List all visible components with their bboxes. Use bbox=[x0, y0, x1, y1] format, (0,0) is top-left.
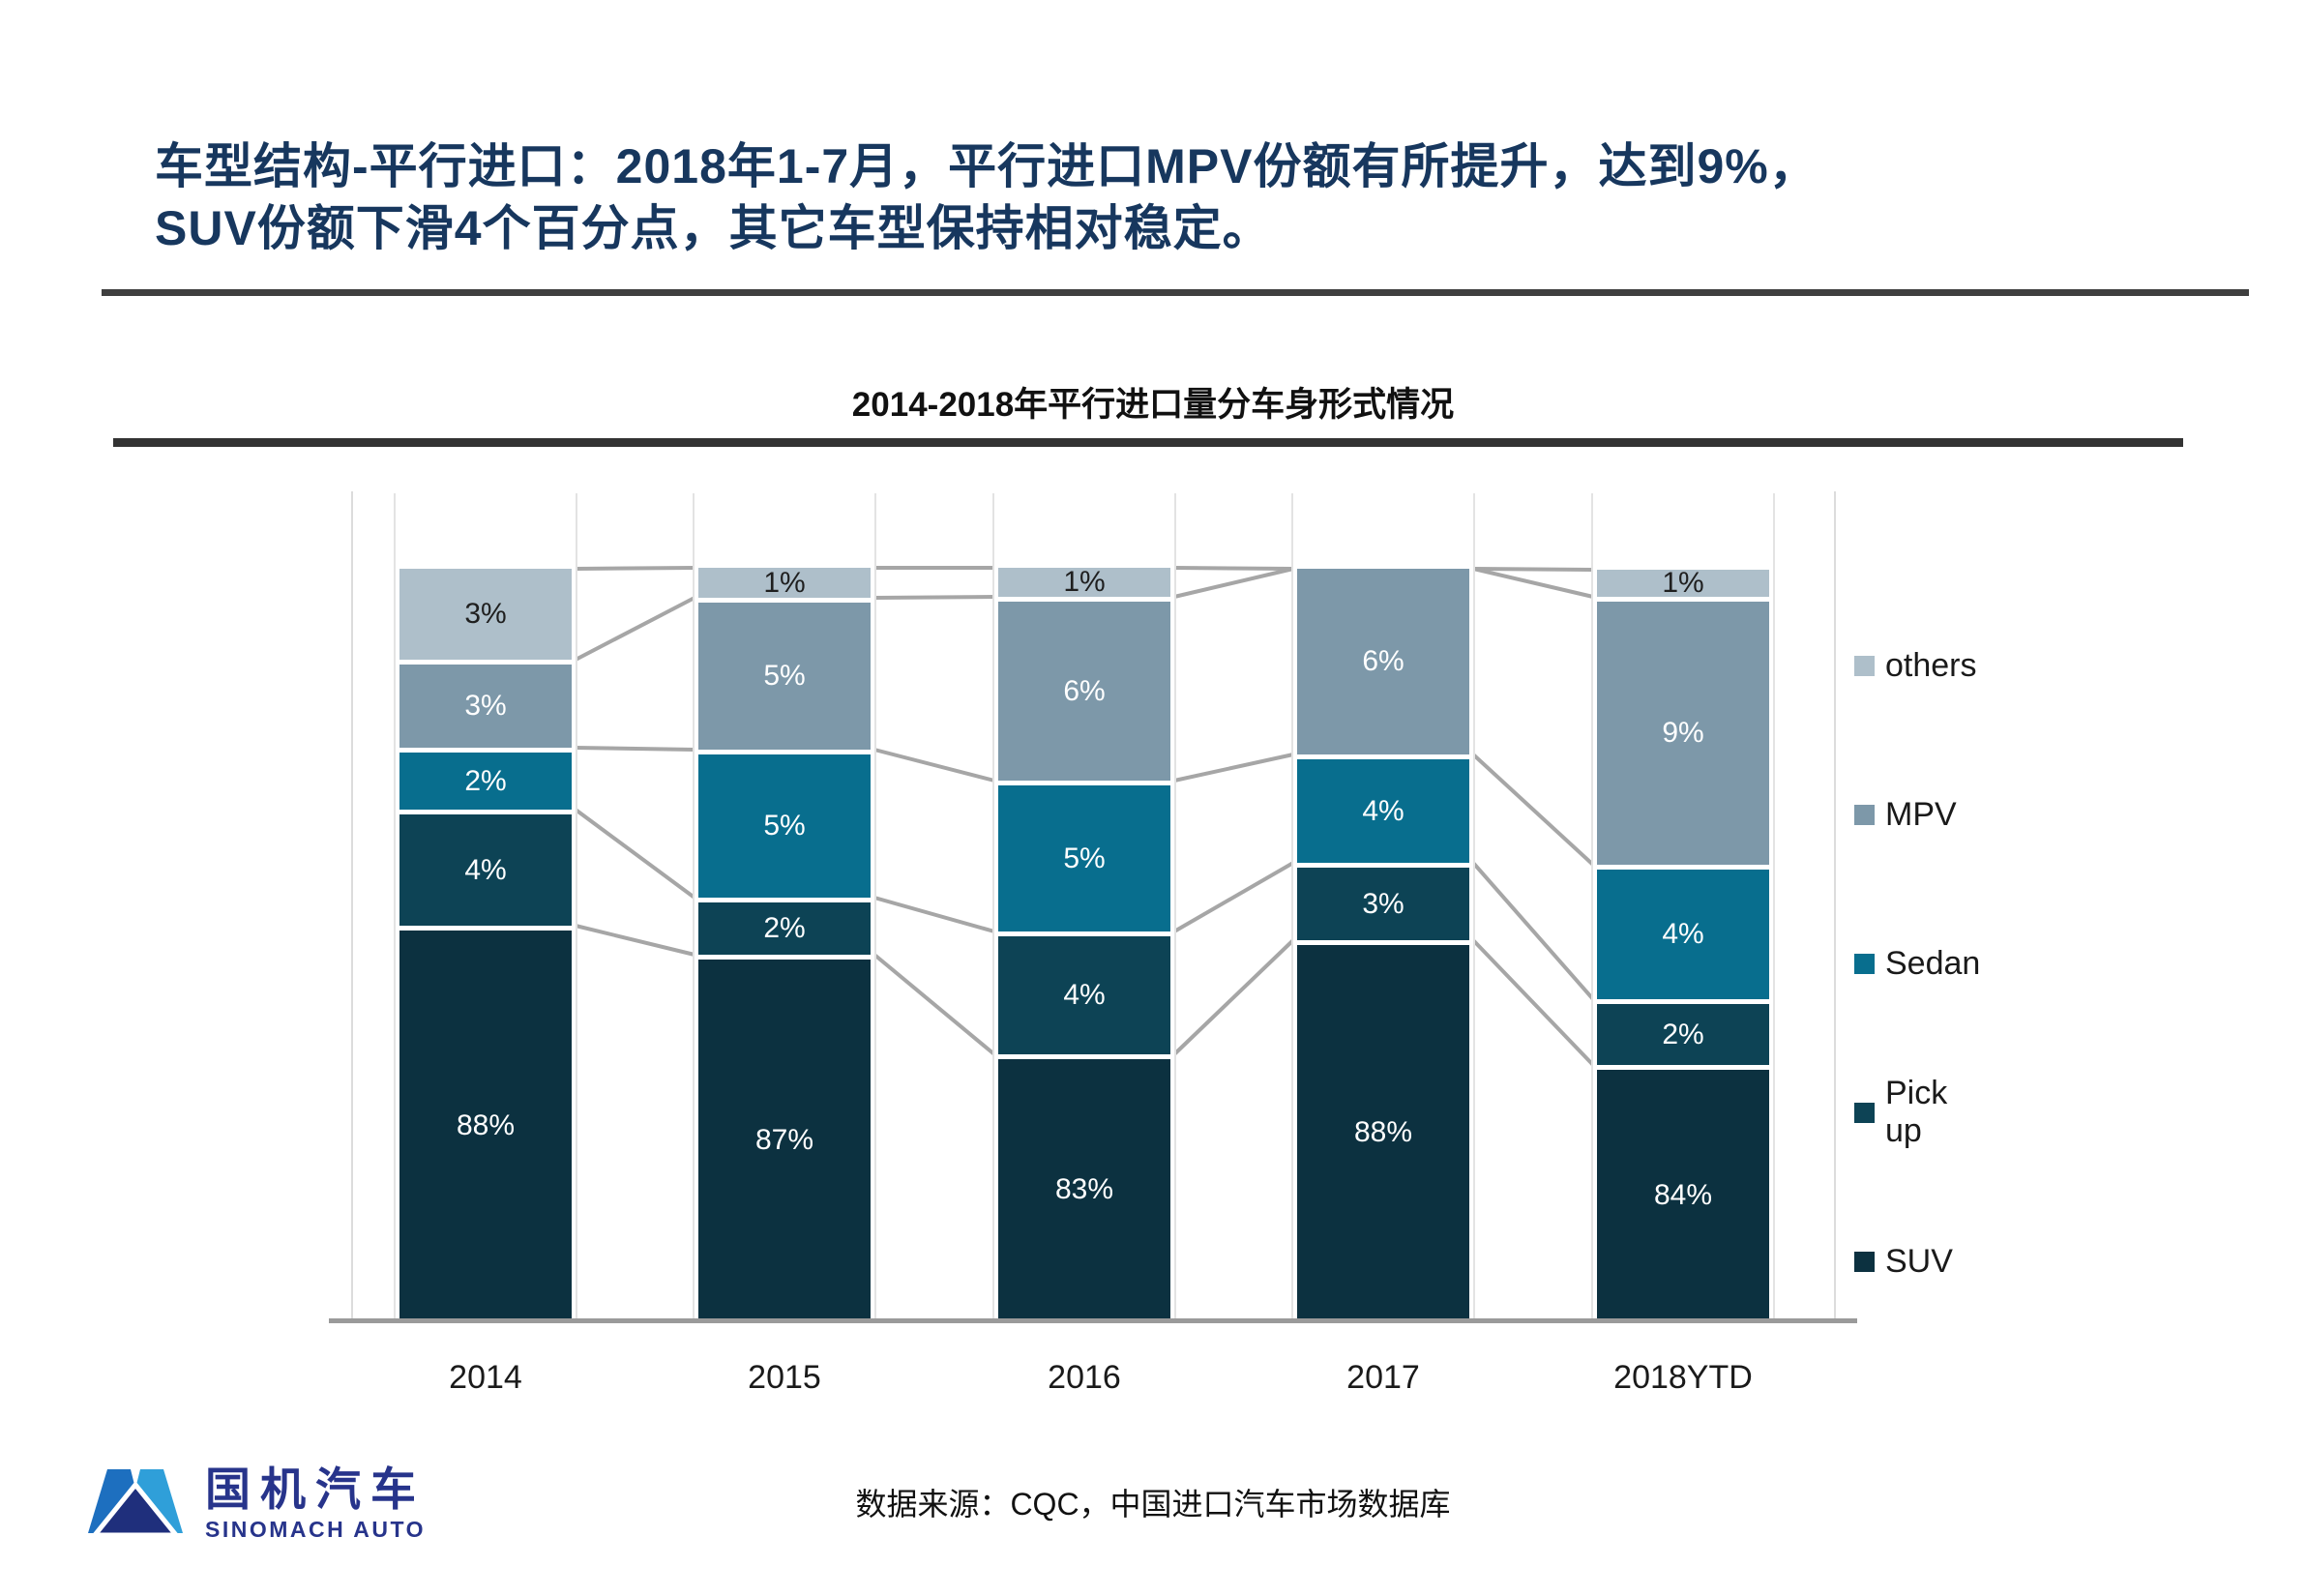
connector-line-pick-up bbox=[873, 896, 995, 933]
legend-swatch-icon bbox=[1854, 953, 1875, 974]
bar-segment-pick-up[interactable]: 4% bbox=[399, 810, 572, 926]
sinomach-logo-icon bbox=[88, 1469, 183, 1538]
connector-line-pick-up bbox=[1173, 861, 1294, 933]
bar-segment-pick-up[interactable]: 2% bbox=[1597, 999, 1769, 1065]
x-axis-label-2016: 2016 bbox=[1048, 1359, 1121, 1396]
bar-column-hairline bbox=[1291, 493, 1293, 1319]
x-axis-line bbox=[329, 1318, 1857, 1323]
stacked-bar-2016[interactable]: 1% 6% 5% 4% 83% bbox=[994, 564, 1174, 1320]
plot-border-right bbox=[1834, 491, 1836, 1321]
x-axis-label-2014: 2014 bbox=[449, 1359, 522, 1396]
connector-line-sedan bbox=[1173, 753, 1294, 783]
connector-line-mpv bbox=[873, 595, 995, 600]
bar-segment-suv[interactable]: 87% bbox=[698, 955, 871, 1320]
legend-label: MPV bbox=[1885, 795, 1957, 833]
stacked-bar-2015[interactable]: 1% 5% 5% 2% 87% bbox=[695, 564, 874, 1320]
data-source-note: 数据来源：CQC，中国进口汽车市场数据库 bbox=[855, 1487, 1451, 1522]
bar-column-hairline bbox=[576, 493, 577, 1319]
page-title-line1: 车型结构-平行进口：2018年1-7月，平行进口MPV份额有所提升，达到9%， bbox=[155, 139, 1818, 193]
legend-item-pick-up[interactable]: Pick up bbox=[1854, 1075, 1947, 1149]
title-divider-line bbox=[102, 289, 2249, 296]
connector-line-others bbox=[575, 566, 695, 571]
connector-line-suv bbox=[1172, 938, 1295, 1056]
bar-segment-sedan[interactable]: 5% bbox=[698, 750, 871, 898]
legend-item-suv[interactable]: SUV bbox=[1854, 1242, 1953, 1281]
legend-swatch-icon bbox=[1854, 655, 1875, 676]
connector-line-suv bbox=[1471, 938, 1595, 1067]
connector-line-mpv bbox=[1173, 567, 1294, 599]
chart-divider-line bbox=[113, 438, 2183, 447]
connector-line-others bbox=[1173, 566, 1294, 571]
bar-column-hairline bbox=[1773, 493, 1775, 1319]
logo-text-en: SINOMACH AUTO bbox=[205, 1517, 426, 1542]
bar-segment-suv[interactable]: 88% bbox=[1297, 940, 1469, 1320]
legend-item-sedan[interactable]: Sedan bbox=[1854, 944, 1980, 983]
x-axis-label-2017: 2017 bbox=[1346, 1359, 1420, 1396]
connector-line-sedan bbox=[575, 746, 695, 752]
connector-line-sedan bbox=[873, 748, 995, 783]
bar-segment-mpv[interactable]: 6% bbox=[1297, 569, 1469, 754]
stacked-bar-2018YTD[interactable]: 1% 9% 4% 2% 84% bbox=[1593, 566, 1773, 1320]
bar-segment-sedan[interactable]: 4% bbox=[1297, 754, 1469, 863]
company-logo: 国机汽车 SINOMACH AUTO bbox=[87, 1465, 426, 1545]
connector-line-pick-up bbox=[574, 808, 696, 900]
plot-border-left bbox=[351, 491, 353, 1321]
legend-swatch-icon bbox=[1854, 1102, 1875, 1123]
bar-segment-mpv[interactable]: 6% bbox=[998, 597, 1170, 781]
stacked-bar-2017[interactable]: 6% 4% 3% 88% bbox=[1293, 565, 1473, 1320]
bar-segment-mpv[interactable]: 3% bbox=[399, 660, 572, 748]
bar-column-hairline bbox=[1473, 493, 1475, 1319]
bar-segment-pick-up[interactable]: 2% bbox=[698, 898, 871, 955]
x-axis-label-2015: 2015 bbox=[748, 1359, 821, 1396]
logo-text-cn: 国机汽车 bbox=[205, 1463, 426, 1515]
bar-column-hairline bbox=[1174, 493, 1176, 1319]
legend-swatch-icon bbox=[1854, 804, 1875, 825]
legend-item-mpv[interactable]: MPV bbox=[1854, 795, 1957, 834]
bar-segment-others[interactable]: 1% bbox=[1597, 567, 1769, 599]
legend-label: others bbox=[1885, 646, 1977, 684]
legend-label: Pick up bbox=[1885, 1075, 1948, 1149]
bar-column-hairline bbox=[693, 493, 695, 1319]
legend-label: Sedan bbox=[1885, 944, 1981, 982]
chart-title: 2014-2018年平行进口量分车身形式情况 bbox=[851, 386, 1455, 424]
x-axis-label-2018YTD: 2018YTD bbox=[1613, 1359, 1753, 1396]
connector-line-sedan bbox=[1471, 753, 1595, 867]
bar-segment-others[interactable]: 3% bbox=[399, 569, 572, 660]
bar-column-hairline bbox=[992, 493, 994, 1319]
stacked-bar-2014[interactable]: 3% 3% 2% 4% 88% bbox=[396, 565, 576, 1320]
connector-line-suv bbox=[575, 924, 695, 957]
bar-segment-mpv[interactable]: 9% bbox=[1597, 597, 1769, 865]
bar-segment-sedan[interactable]: 5% bbox=[998, 781, 1170, 931]
bar-segment-others[interactable]: 1% bbox=[698, 567, 871, 599]
page-title: 车型结构-平行进口：2018年1-7月，平行进口MPV份额有所提升，达到9%， … bbox=[155, 135, 2205, 259]
bar-segment-suv[interactable]: 83% bbox=[998, 1054, 1170, 1320]
bar-segment-pick-up[interactable]: 4% bbox=[998, 931, 1170, 1054]
connector-line-others bbox=[1472, 567, 1594, 572]
connector-line-pick-up bbox=[1471, 861, 1595, 1001]
page-title-line2: SUV份额下滑4个百分点，其它车型保持相对稳定。 bbox=[155, 201, 1272, 255]
bar-segment-sedan[interactable]: 4% bbox=[1597, 865, 1769, 999]
connector-line-suv bbox=[872, 953, 996, 1056]
bar-segment-suv[interactable]: 84% bbox=[1597, 1065, 1769, 1320]
connector-line-mpv bbox=[1472, 567, 1594, 599]
bar-segment-sedan[interactable]: 2% bbox=[399, 748, 572, 810]
bar-column-hairline bbox=[394, 493, 396, 1319]
legend-item-others[interactable]: others bbox=[1854, 646, 1977, 685]
legend-label: SUV bbox=[1885, 1242, 1953, 1280]
bar-column-hairline bbox=[874, 493, 876, 1319]
bar-segment-others[interactable]: 1% bbox=[998, 566, 1170, 598]
bar-column-hairline bbox=[1591, 493, 1593, 1319]
connector-line-mpv bbox=[575, 596, 695, 662]
legend-swatch-icon bbox=[1854, 1251, 1875, 1272]
bar-segment-suv[interactable]: 88% bbox=[399, 926, 572, 1320]
bar-segment-pick-up[interactable]: 3% bbox=[1297, 863, 1469, 940]
bar-segment-mpv[interactable]: 5% bbox=[698, 598, 871, 750]
